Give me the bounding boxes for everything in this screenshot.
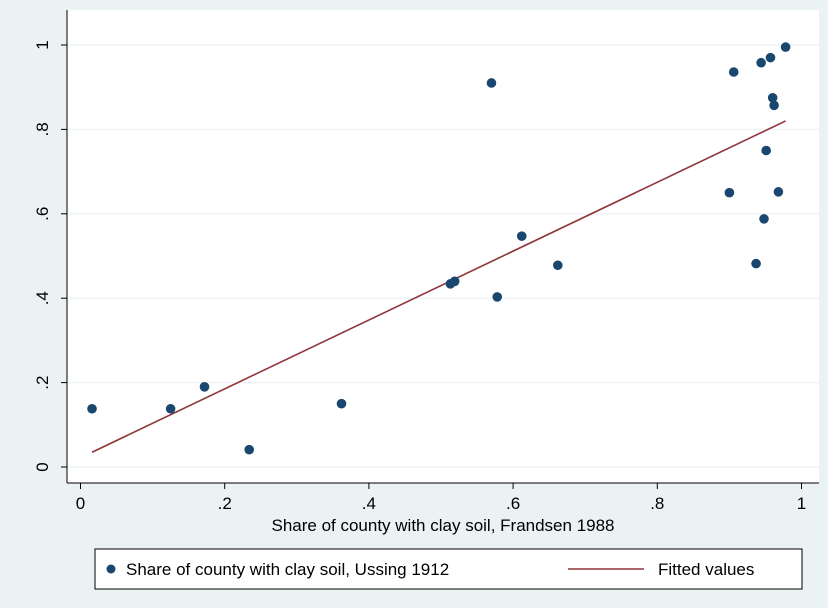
y-tick-label: .6 (33, 207, 52, 221)
data-point (486, 78, 497, 88)
y-tick-label: .2 (33, 376, 52, 390)
legend-label-scatter: Share of county with clay soil, Ussing 1… (126, 560, 449, 579)
data-point (767, 92, 778, 103)
data-point (751, 258, 761, 269)
data-point (336, 398, 347, 409)
data-point (769, 100, 779, 111)
data-point (244, 444, 255, 455)
data-point (553, 260, 563, 271)
plot-area (67, 10, 819, 483)
data-point (165, 403, 176, 414)
y-axis: 0 .2 .4 .6 .8 1 (33, 40, 67, 472)
data-point (765, 52, 776, 63)
x-tick-label: .2 (218, 494, 232, 513)
x-tick-label: 0 (76, 494, 85, 513)
data-point (724, 187, 735, 198)
legend-box (94, 548, 803, 590)
axes (66, 10, 819, 484)
data-point (756, 57, 766, 68)
data-point (780, 42, 791, 52)
x-tick-label: 1 (797, 494, 806, 513)
data-point (516, 231, 527, 241)
x-tick-label: .8 (650, 494, 664, 513)
x-axis: 0 .2 .4 .6 .8 1 (76, 483, 806, 513)
data-point (449, 276, 460, 287)
y-tick-label: .8 (33, 122, 52, 136)
data-point (199, 382, 210, 392)
legend-marker-scatter (106, 564, 116, 574)
gridlines (67, 44, 819, 468)
x-tick-label: .4 (362, 494, 376, 513)
y-tick-label: 0 (33, 462, 52, 471)
series-layer (87, 42, 791, 455)
fitted-line (91, 120, 786, 453)
data-point (87, 403, 97, 414)
legend-label-fitted: Fitted values (658, 560, 754, 579)
x-tick-label: .6 (506, 494, 520, 513)
data-point (492, 292, 503, 302)
data-point (759, 214, 769, 224)
data-point (728, 67, 739, 77)
data-point (773, 187, 784, 197)
y-tick-label: .4 (33, 291, 52, 305)
legend: Share of county with clay soil, Ussing 1… (94, 548, 803, 590)
data-point (761, 145, 771, 156)
y-tick-label: 1 (33, 40, 52, 49)
x-axis-title: Share of county with clay soil, Frandsen… (271, 516, 614, 535)
